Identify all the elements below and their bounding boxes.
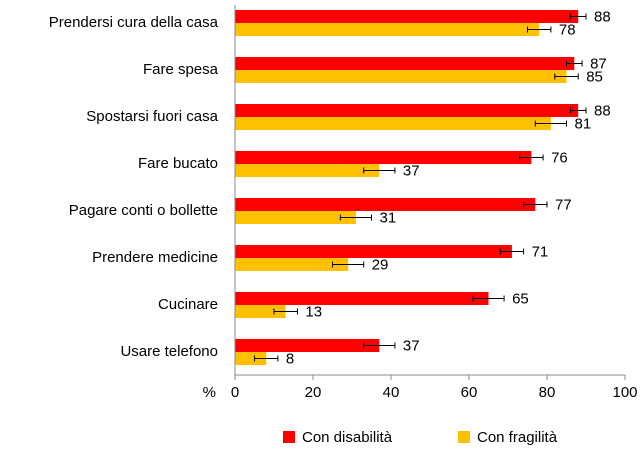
category-label: Fare spesa — [143, 61, 219, 78]
x-tick-label: 80 — [539, 384, 556, 401]
data-label: 37 — [403, 337, 420, 354]
data-label: 77 — [555, 196, 572, 213]
data-label: 71 — [532, 243, 549, 260]
bar — [235, 151, 532, 164]
data-label: 8 — [286, 350, 294, 367]
bar — [235, 23, 540, 36]
error-bar — [254, 355, 279, 362]
data-label: 85 — [586, 68, 603, 85]
error-bar — [273, 308, 298, 315]
error-bar — [332, 261, 365, 268]
error-bar — [527, 26, 552, 33]
data-label: 76 — [551, 149, 568, 166]
legend-swatch — [458, 431, 470, 443]
error-bar — [566, 60, 583, 67]
bar — [235, 305, 286, 318]
error-bar — [519, 154, 544, 161]
data-label: 87 — [590, 55, 607, 72]
data-label: 88 — [594, 102, 611, 119]
x-tick-label: 60 — [461, 384, 478, 401]
legend-label: Con disabilità — [302, 429, 393, 446]
bar — [235, 117, 551, 130]
data-label: 65 — [512, 290, 529, 307]
bar — [235, 245, 512, 258]
error-bar — [363, 342, 396, 349]
category-label: Spostarsi fuori casa — [86, 108, 218, 125]
data-label: 31 — [380, 209, 397, 226]
category-label: Prendere medicine — [92, 249, 218, 266]
legend-label: Con fragilità — [477, 429, 558, 446]
bar — [235, 198, 536, 211]
data-label: 81 — [575, 115, 592, 132]
bar — [235, 292, 489, 305]
error-bar — [569, 107, 587, 114]
x-tick-label: 20 — [305, 384, 322, 401]
x-tick-label: 0 — [231, 384, 239, 401]
bar — [235, 104, 579, 117]
data-label: 78 — [559, 21, 576, 38]
bar — [235, 164, 380, 177]
bar — [235, 352, 267, 365]
error-bar — [554, 73, 579, 80]
category-label: Prendersi cura della casa — [49, 14, 219, 31]
data-label: 13 — [305, 303, 322, 320]
bar — [235, 57, 575, 70]
data-label: 37 — [403, 162, 420, 179]
x-axis-label: % — [203, 384, 216, 401]
legend-swatch — [283, 431, 295, 443]
bar — [235, 211, 356, 224]
data-label: 88 — [594, 8, 611, 25]
error-bar — [534, 120, 567, 127]
error-bar — [523, 201, 548, 208]
bar — [235, 258, 349, 271]
data-label: 29 — [372, 256, 389, 273]
bar — [235, 339, 380, 352]
bar — [235, 70, 567, 83]
bar — [235, 10, 579, 23]
category-label: Pagare conti o bollette — [69, 202, 218, 219]
x-tick-label: 100 — [612, 384, 637, 401]
category-label: Cucinare — [158, 296, 218, 313]
category-label: Fare bucato — [138, 155, 218, 172]
error-bar — [363, 167, 396, 174]
error-bar — [339, 214, 372, 221]
error-bar — [569, 13, 587, 20]
category-label: Usare telefono — [120, 343, 218, 360]
x-tick-label: 40 — [383, 384, 400, 401]
error-bar — [472, 295, 505, 302]
error-bar — [499, 248, 525, 255]
